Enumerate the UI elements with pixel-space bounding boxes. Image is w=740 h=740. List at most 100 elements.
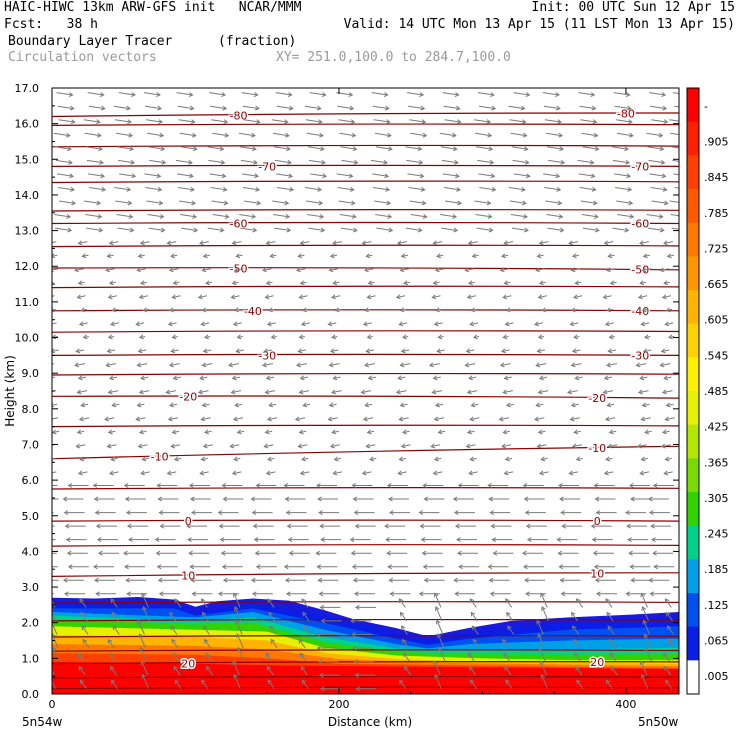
isotherm-line [52, 221, 679, 225]
circulation-vector-head [642, 253, 648, 259]
circulation-vector-head [430, 443, 436, 449]
circulation-vector [470, 457, 477, 461]
circulation-vector [442, 173, 459, 177]
circulation-vector-head [100, 105, 106, 111]
circulation-vector-head [647, 496, 653, 502]
circulation-vector-head [661, 173, 667, 179]
circulation-vector-head [188, 159, 193, 165]
circulation-vector-head [111, 611, 117, 617]
circulation-vector [662, 430, 670, 434]
circulation-vector-head [95, 591, 100, 597]
circulation-vector [333, 376, 341, 379]
circulation-vector [77, 295, 86, 298]
circulation-vector [409, 200, 426, 204]
circulation-vector-head [489, 591, 495, 597]
circulation-vector-head [289, 186, 295, 192]
circulation-vector [52, 668, 55, 676]
circulation-vector [340, 146, 357, 150]
colorbar-label: .245 [704, 528, 729, 541]
circulation-vector-head [642, 619, 648, 625]
circulation-vector [367, 295, 376, 298]
circulation-vector [299, 652, 307, 662]
circulation-vector [329, 268, 339, 271]
circulation-vector-head [140, 280, 145, 286]
circulation-vector [273, 146, 290, 150]
circulation-vector-head [537, 389, 543, 395]
circulation-vector [665, 417, 675, 421]
circulation-vector-head [106, 348, 112, 354]
circulation-vector [302, 612, 310, 622]
circulation-vector [52, 281, 54, 284]
circulation-vector [610, 666, 618, 676]
circulation-vector-head [217, 510, 223, 516]
circulation-vector [173, 281, 180, 284]
circulation-vector-head [255, 119, 261, 125]
circulation-vector [53, 132, 70, 137]
circulation-vector [276, 173, 293, 177]
circulation-vector [501, 349, 510, 352]
circulation-vector-head [142, 307, 148, 313]
circulation-vector [443, 105, 460, 110]
circulation-vector-head [507, 625, 512, 631]
circulation-vector [200, 598, 208, 608]
circulation-vector-head [47, 241, 51, 245]
circulation-vector-head [538, 470, 544, 476]
circulation-vector-head [558, 132, 564, 138]
circulation-vector [575, 376, 583, 379]
circulation-vector-head [192, 146, 198, 152]
isotherm-label: -60 [631, 217, 649, 230]
circulation-vector [399, 322, 408, 325]
circulation-vector-head [487, 214, 493, 219]
circulation-vector-head [590, 92, 596, 98]
circulation-vector-head [663, 240, 668, 246]
circulation-vector [537, 349, 546, 352]
circulation-vector [579, 187, 596, 191]
circulation-vector [137, 620, 145, 635]
circulation-vector [107, 349, 116, 352]
circulation-vector-head [659, 362, 665, 368]
circulation-vector-head [570, 402, 576, 408]
circulation-vector-head [320, 227, 326, 233]
circulation-vector [243, 119, 260, 123]
circulation-vector-head [557, 119, 562, 125]
circulation-vector-head [138, 429, 144, 435]
circulation-vector [471, 625, 479, 635]
circulation-vector-head [64, 523, 70, 529]
circulation-vector-head [201, 402, 207, 408]
circulation-vector [334, 457, 341, 461]
circulation-vector [508, 105, 525, 110]
circulation-vector-head [264, 294, 270, 300]
circulation-vector [373, 119, 390, 123]
circulation-vector [572, 349, 581, 352]
circulation-vector-head [62, 496, 68, 502]
circulation-vector [79, 417, 90, 421]
circulation-vector-head [252, 146, 257, 152]
circulation-vector-head [454, 92, 460, 98]
isotherm-line [52, 123, 679, 126]
circulation-vector [642, 606, 649, 622]
circulation-vector-head [270, 334, 276, 340]
circulation-vector [672, 159, 679, 162]
circulation-vector [77, 390, 88, 394]
circulation-vector-head [469, 665, 474, 671]
circulation-vector-head [555, 92, 560, 98]
circulation-vector [266, 376, 275, 379]
circulation-vector [236, 349, 244, 352]
circulation-vector [572, 444, 582, 448]
circulation-vector [398, 471, 407, 475]
circulation-vector-head [298, 334, 304, 340]
circulation-vector-head [252, 227, 258, 233]
circulation-vector [575, 281, 582, 284]
circulation-vector-head [364, 362, 369, 368]
circulation-vector [571, 612, 579, 622]
circulation-vector [505, 322, 514, 325]
circulation-vector-head [641, 605, 647, 611]
circulation-vector [440, 146, 457, 150]
circulation-vector [300, 471, 310, 475]
y-tick-label: 5.0 [22, 510, 40, 523]
circulation-vector-head [603, 240, 609, 246]
circulation-vector [234, 606, 242, 622]
circulation-vector-head [266, 321, 272, 327]
circulation-vector [646, 132, 663, 137]
circulation-vector [145, 187, 162, 191]
